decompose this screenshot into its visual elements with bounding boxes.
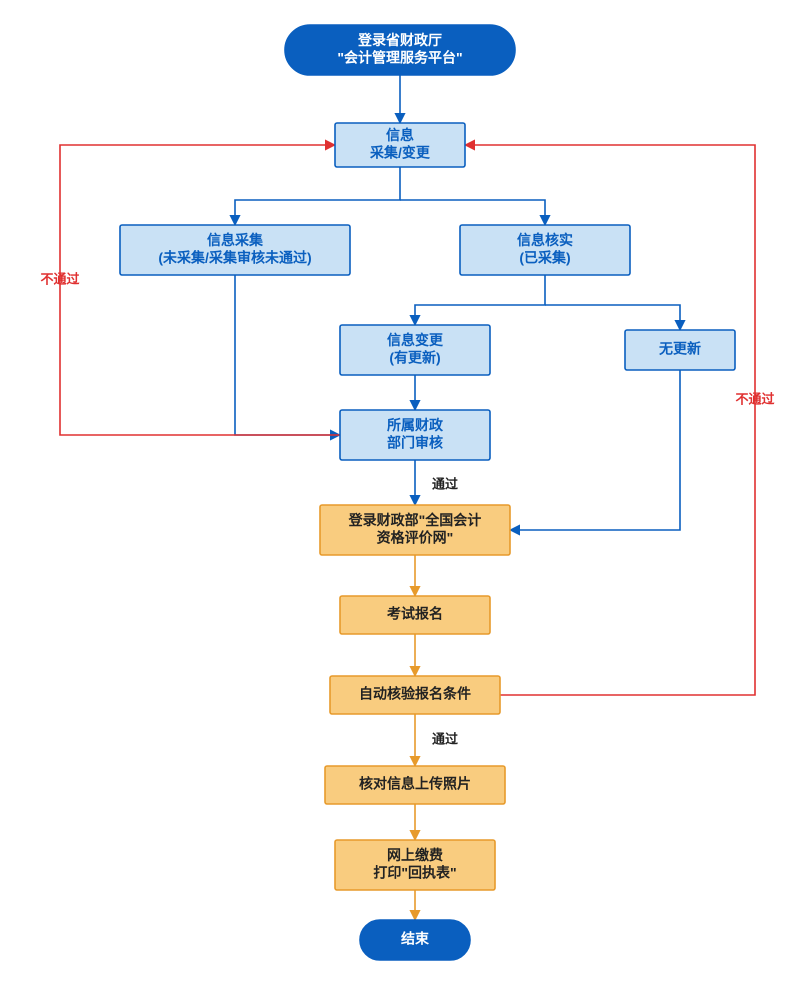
node-text-collect-1: (未采集/采集审核未通过) <box>158 249 311 265</box>
node-start: 登录省财政厅"会计管理服务平台" <box>285 25 515 75</box>
node-text-change-0: 信息变更 <box>387 332 444 348</box>
node-autocheck: 自动核验报名条件 <box>330 676 500 714</box>
node-text-collect-0: 信息采集 <box>207 232 264 248</box>
node-collect: 信息采集(未采集/采集审核未通过) <box>120 225 350 275</box>
edge-label-e7: 通过 <box>432 476 458 491</box>
edge-e3 <box>235 275 340 435</box>
node-audit: 所属财政部门审核 <box>340 410 490 460</box>
node-upload: 核对信息上传照片 <box>325 766 505 804</box>
nodes-group: 登录省财政厅"会计管理服务平台" 信息采集/变更信息采集(未采集/采集审核未通过)… <box>120 25 735 960</box>
node-text-login2-1: 资格评价网" <box>377 529 454 545</box>
node-text-audit-0: 所属财政 <box>387 417 444 433</box>
node-text-verify-1: (已采集) <box>519 249 570 265</box>
node-text-login2-0: 登录财政部"全国会计 <box>348 512 482 528</box>
node-text-verify-0: 信息核实 <box>517 232 573 248</box>
edge-e2b <box>400 200 545 225</box>
node-text-change-1: (有更新) <box>389 349 440 365</box>
node-text-upload-0: 核对信息上传照片 <box>359 776 471 792</box>
flowchart-svg: 通过通过不通过不通过登录省财政厅"会计管理服务平台"信息采集/变更信息采集(未采… <box>0 0 800 993</box>
edge-label-fail1: 不通过 <box>40 271 79 286</box>
node-text-audit-1: 部门审核 <box>387 434 443 450</box>
node-text-signup-0: 考试报名 <box>387 606 443 622</box>
node-text-pay-1: 打印"回执表" <box>373 864 456 880</box>
node-text-noupdate-0: 无更新 <box>658 341 701 357</box>
node-login2: 登录财政部"全国会计资格评价网" <box>320 505 510 555</box>
edge-e4 <box>415 275 545 325</box>
node-noupdate: 无更新 <box>625 330 735 370</box>
edge-fail1 <box>60 145 340 435</box>
node-text-pay-0: 网上缴费 <box>387 847 443 863</box>
node-text-info-0: 信息 <box>386 127 414 143</box>
node-text-start-0: 登录省财政厅 <box>357 32 442 48</box>
edge-e4b <box>545 305 680 330</box>
node-change: 信息变更(有更新) <box>340 325 490 375</box>
node-pay: 网上缴费打印"回执表" <box>335 840 495 890</box>
node-text-start-1: "会计管理服务平台" <box>337 49 462 65</box>
edge-label-fail2: 不通过 <box>735 391 774 406</box>
node-info: 信息采集/变更 <box>335 123 465 167</box>
edge-e2 <box>235 167 400 225</box>
node-text-end-0: 结束 <box>401 931 430 947</box>
node-verify: 信息核实(已采集) <box>460 225 630 275</box>
node-signup: 考试报名 <box>340 596 490 634</box>
node-text-info-1: 采集/变更 <box>369 144 431 160</box>
edge-e6 <box>510 370 680 530</box>
node-end: 结束 <box>360 920 470 960</box>
edge-label-e10: 通过 <box>432 731 458 746</box>
node-text-autocheck-0: 自动核验报名条件 <box>359 686 471 702</box>
